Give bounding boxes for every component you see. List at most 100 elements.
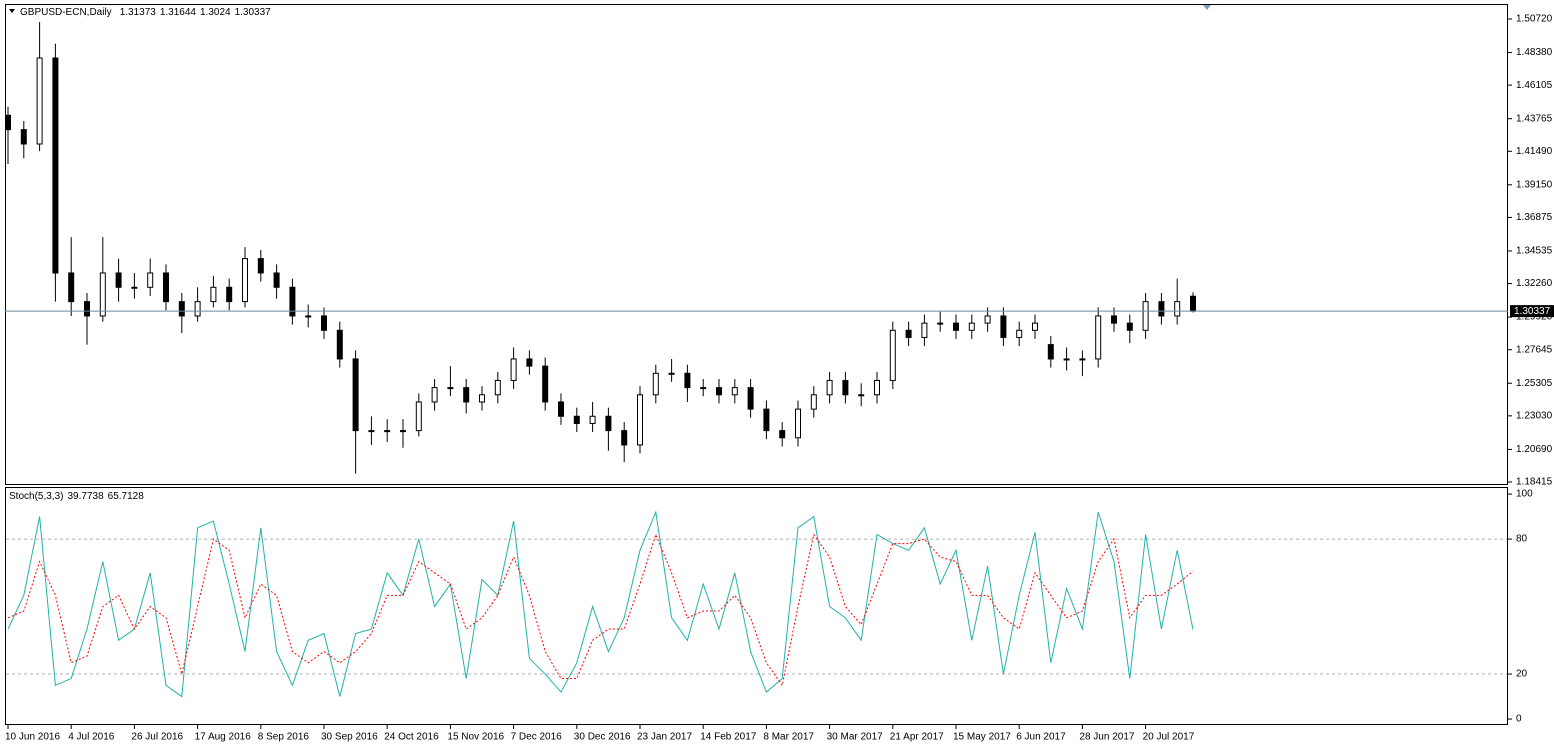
candle-body [242, 258, 248, 303]
candle-body [1190, 295, 1196, 312]
candle-body [1174, 301, 1181, 317]
candle-body [36, 57, 43, 145]
candle-body [668, 372, 675, 375]
x-tick-label: 6 Jun 2017 [1016, 732, 1066, 743]
candle-body [431, 387, 438, 403]
candle-body [621, 430, 628, 446]
x-tick-label: 15 May 2017 [953, 732, 1011, 743]
candle-body [652, 372, 659, 396]
x-tick-label: 4 Jul 2016 [68, 732, 115, 743]
candle-body [273, 272, 280, 288]
x-tick-label: 10 Jun 2016 [5, 732, 60, 743]
candle-body [1063, 358, 1070, 361]
candle-body [115, 272, 122, 288]
candle-body [953, 322, 959, 331]
x-tick-label: 30 Sep 2016 [321, 732, 378, 743]
candle-body [447, 387, 454, 390]
x-tick-label: 30 Mar 2017 [827, 732, 884, 743]
y-tick-label: 1.25305 [1516, 378, 1553, 389]
x-tick-label: 30 Dec 2016 [574, 732, 631, 743]
x-tick-label: 17 Aug 2016 [195, 732, 252, 743]
stoch-main-value: 39.7738 [67, 491, 104, 502]
candle-body [558, 401, 564, 417]
x-tick-label: 26 Jul 2016 [131, 732, 183, 743]
last-low: 1.3024 [200, 7, 231, 18]
y-tick-label: 1.18415 [1516, 477, 1553, 488]
x-tick-label: 23 Jan 2017 [637, 732, 692, 743]
candle-body [1032, 322, 1038, 331]
x-tick-label: 20 Jul 2017 [1143, 732, 1195, 743]
stoch-title: Stoch(5,3,3) [9, 491, 63, 502]
candle-body [194, 301, 201, 317]
candle-body [589, 415, 596, 424]
candle-body [842, 379, 849, 396]
candle-body [1079, 358, 1086, 361]
candle-body [1047, 344, 1054, 360]
price-label: 1.30337 [1514, 306, 1551, 317]
y-tick-label: 1.46105 [1516, 80, 1553, 91]
x-tick-label: 24 Oct 2016 [384, 732, 439, 743]
candle-body [463, 387, 470, 403]
y-tick-label: 1.41490 [1516, 146, 1553, 157]
candle-body [858, 394, 865, 397]
candle-body [542, 365, 549, 403]
candle-body [321, 315, 327, 331]
candle-body [937, 322, 944, 325]
candle-body [1142, 301, 1149, 331]
stoch-pane [5, 487, 1508, 725]
stoch-line [7, 533, 1194, 687]
candle-body [1158, 301, 1165, 317]
y-tick-label: 0 [1516, 714, 1522, 725]
candle-body [99, 272, 106, 317]
candle-body [210, 286, 217, 303]
candle-body [400, 430, 406, 433]
candle-body [874, 379, 880, 396]
candle-body [178, 301, 185, 317]
candle-body [905, 329, 912, 338]
candle-body [257, 258, 264, 274]
candle-body [384, 430, 391, 433]
stoch-signal-value: 65.7128 [108, 491, 145, 502]
candle-body [968, 322, 975, 331]
candle-body [573, 415, 580, 424]
candle-body [700, 387, 707, 390]
candle-body [479, 394, 485, 403]
candle-body [147, 272, 154, 288]
candle-body [1095, 315, 1102, 360]
y-tick-label: 1.43765 [1516, 113, 1553, 124]
candle-body [1111, 315, 1117, 324]
candle-body [684, 372, 691, 389]
stoch-line [7, 510, 1194, 698]
y-tick-label: 1.36875 [1516, 212, 1553, 223]
shift-marker[interactable] [1203, 5, 1211, 10]
last-high: 1.31644 [160, 7, 197, 18]
candle-body [763, 408, 770, 432]
candle-body [305, 315, 312, 318]
x-tick-label: 8 Sep 2016 [258, 732, 310, 743]
candle-body [1126, 322, 1133, 331]
candle-body [637, 394, 643, 446]
candle-body [747, 387, 754, 410]
candle-body [510, 358, 517, 381]
candle-body [352, 358, 359, 432]
candle-body [336, 329, 343, 360]
menu-arrow[interactable] [9, 9, 15, 13]
candle-body [779, 430, 786, 439]
y-tick-label: 1.48380 [1516, 47, 1553, 58]
y-tick-label: 1.29920 [1516, 312, 1553, 323]
candle-body [415, 401, 422, 432]
candle-body [84, 301, 90, 317]
candle-body [984, 315, 991, 324]
candle-body [1000, 315, 1007, 338]
candle-body [605, 415, 612, 432]
candle-body [163, 272, 169, 303]
candle-body [731, 387, 738, 396]
candle-body [795, 408, 801, 439]
x-tick-label: 7 Dec 2016 [511, 732, 563, 743]
candle-body [810, 394, 817, 410]
y-tick-label: 1.39150 [1516, 179, 1553, 190]
candle-body [131, 286, 138, 289]
candle-body [526, 358, 533, 367]
